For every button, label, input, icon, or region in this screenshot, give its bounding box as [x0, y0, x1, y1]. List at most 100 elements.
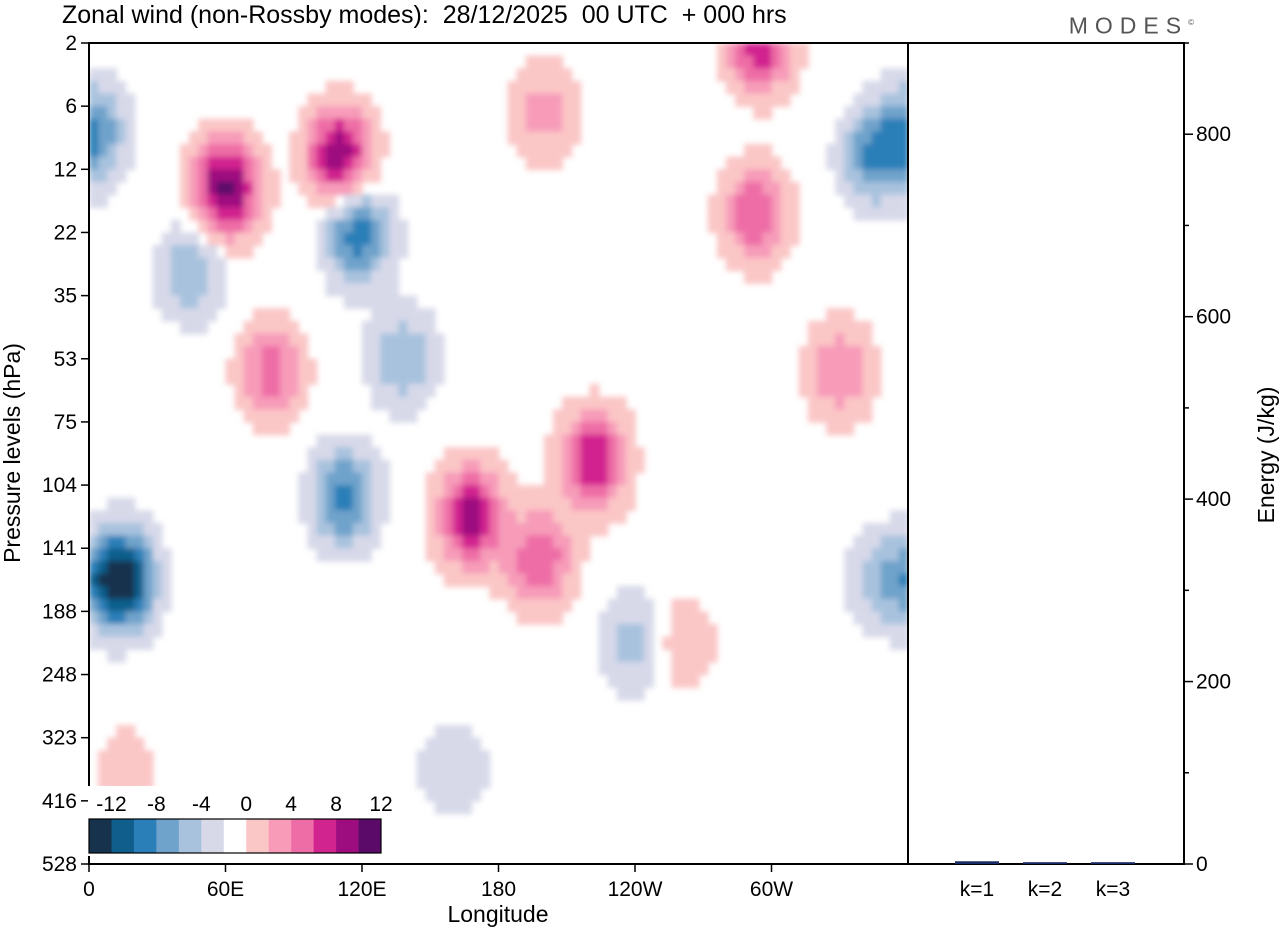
heatmap-cell: [98, 144, 108, 158]
heatmap-cell: [462, 485, 472, 499]
heatmap-cell: [571, 523, 582, 537]
heatmap-cell: [289, 384, 300, 398]
heatmap-cell: [234, 333, 245, 347]
heatmap-cell: [562, 573, 573, 587]
heatmap-cell: [98, 181, 108, 196]
heatmap-cell: [352, 270, 363, 284]
heatmap-cell: [525, 586, 536, 600]
heatmap-cell: [671, 674, 682, 688]
heatmap-cell: [107, 763, 118, 777]
heatmap-cell: [89, 181, 99, 196]
heatmap-cell: [544, 485, 554, 499]
heatmap-cell: [234, 219, 245, 234]
heatmap-cell: [89, 636, 99, 650]
heatmap-cell: [507, 497, 518, 512]
heatmap-cell: [571, 472, 582, 486]
heatmap-cell: [371, 257, 381, 272]
heatmap-cell: [498, 510, 509, 524]
heatmap-cell: [516, 485, 527, 499]
heatmap-cell: [553, 93, 563, 107]
heatmap-cell: [334, 270, 345, 284]
heatmap-cell: [198, 144, 209, 158]
heatmap-cell: [107, 523, 118, 537]
heatmap-cell: [107, 560, 118, 575]
heatmap-cell: [243, 333, 254, 347]
heatmap-cell: [261, 396, 272, 411]
heatmap-cell: [243, 371, 254, 385]
heatmap-cell: [880, 106, 891, 120]
heatmap-cell: [807, 346, 818, 360]
heatmap-cell: [116, 156, 127, 171]
heatmap-cell: [835, 409, 846, 423]
heatmap-cell: [516, 573, 527, 587]
heatmap-cell: [225, 131, 236, 145]
heatmap-cell: [616, 409, 627, 423]
heatmap-cell: [516, 131, 527, 145]
heatmap-cell: [880, 80, 891, 95]
heatmap-cell: [380, 245, 391, 259]
colorbar-swatch: [313, 819, 337, 853]
heatmap-cell: [234, 207, 245, 221]
heatmap-cell: [862, 573, 873, 587]
heatmap-cell: [216, 144, 227, 158]
heatmap-cell: [271, 346, 281, 360]
heatmap-cell: [207, 156, 218, 171]
heatmap-cell: [544, 611, 554, 625]
heatmap-cell: [744, 93, 755, 107]
heatmap-cell: [525, 560, 536, 575]
heatmap-cell: [753, 106, 764, 120]
heatmap-cell: [616, 510, 627, 524]
heatmap-cell: [571, 573, 582, 587]
heatmap-cell: [853, 181, 864, 196]
heatmap-cell: [425, 320, 436, 335]
heatmap-cell: [844, 548, 855, 562]
heatmap-cell: [343, 510, 354, 524]
heatmap-cell: [735, 245, 745, 259]
heatmap-cell: [252, 169, 263, 183]
heatmap-cell: [607, 649, 618, 663]
heatmap-cell: [398, 384, 409, 398]
heatmap-cell: [243, 131, 254, 145]
heatmap-cell: [389, 219, 400, 234]
heatmap-cell: [498, 560, 509, 575]
heatmap-cell: [862, 80, 873, 95]
heatmap-cell: [380, 485, 391, 499]
heatmap-cell: [525, 535, 536, 549]
energy-bar: [955, 861, 999, 864]
heatmap-cell: [507, 535, 518, 549]
heatmap-cell: [198, 308, 209, 322]
heatmap-cell: [844, 320, 855, 335]
heatmap-cell: [889, 68, 900, 82]
heatmap-cell: [762, 144, 773, 158]
heatmap-cell: [571, 548, 582, 562]
heatmap-cell: [607, 497, 618, 512]
heatmap-cell: [443, 459, 454, 474]
heatmap-cell: [898, 573, 908, 587]
heatmap-cell: [316, 434, 327, 448]
heatmap-cell: [525, 548, 536, 562]
heatmap-cell: [889, 548, 900, 562]
heatmap-cell: [807, 384, 818, 398]
heatmap-cell: [443, 510, 454, 524]
heatmap-cell: [726, 68, 736, 82]
brand-logo: MODES©: [1068, 12, 1194, 39]
heatmap-cell: [898, 207, 908, 221]
heatmap-cell: [152, 245, 163, 259]
heatmap-cell: [116, 598, 127, 613]
heatmap-cell: [525, 497, 536, 512]
heatmap-cell: [425, 737, 436, 752]
heatmap-cell: [534, 485, 545, 499]
heatmap-cell: [580, 447, 591, 461]
heatmap-cell: [316, 245, 327, 259]
heatmap-cell: [744, 219, 755, 234]
heatmap-cell: [580, 497, 591, 512]
heatmap-cell: [835, 371, 846, 385]
heatmap-cell: [853, 118, 864, 133]
heatmap-cell: [198, 118, 209, 133]
heatmap-cell: [198, 245, 209, 259]
heatmap-cell: [107, 68, 118, 82]
heatmap-cell: [334, 118, 345, 133]
heatmap-cell: [716, 245, 727, 259]
heatmap-cell: [516, 598, 527, 613]
heatmap-cell: [389, 295, 400, 309]
